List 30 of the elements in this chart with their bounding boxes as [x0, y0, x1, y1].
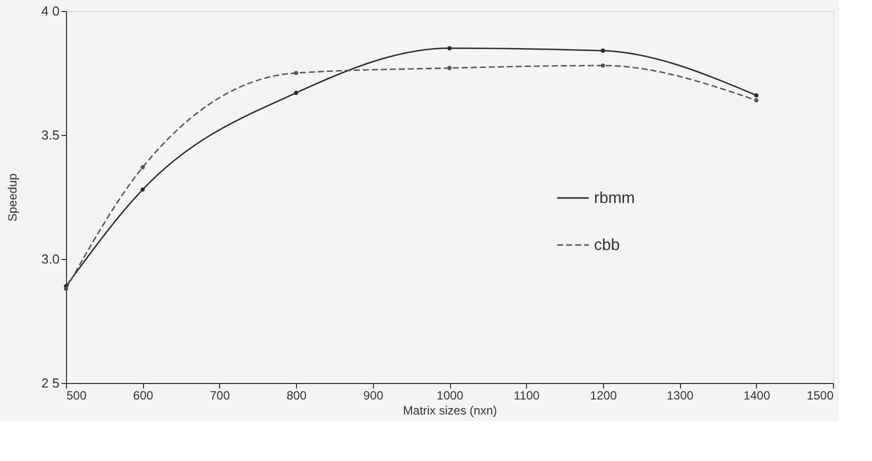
- point: [64, 286, 68, 291]
- x-tick-label: 1100: [514, 388, 540, 402]
- x-tick-label: 1400: [743, 388, 770, 402]
- x-tick-label: 1300: [666, 388, 694, 402]
- point: [754, 98, 758, 102]
- point: [294, 70, 298, 76]
- y-tick-label: 3.5: [41, 128, 60, 142]
- y-tick-label: 3.0: [41, 252, 60, 266]
- point: [754, 93, 758, 98]
- point: [294, 90, 298, 95]
- point: [600, 63, 606, 68]
- y-tick-label: 2 5: [41, 376, 60, 390]
- x-tick-label: 800: [286, 388, 307, 402]
- x-tick-label: 600: [133, 388, 154, 402]
- x-tick-label: 500: [66, 388, 87, 402]
- x-tick-label: 1500: [806, 388, 834, 402]
- legend-label: rbmm: [594, 190, 635, 207]
- x-axis-title: Matrix sizes (nxn): [402, 404, 498, 418]
- point: [140, 187, 145, 192]
- x-tick-label: 900: [363, 388, 384, 402]
- point: [600, 48, 606, 53]
- point: [447, 66, 452, 70]
- legend-label: cbb: [594, 237, 620, 254]
- x-tick-label: 1000: [436, 388, 464, 402]
- y-tick-label: 4 0: [41, 4, 60, 18]
- point: [447, 46, 452, 50]
- y-axis-title: Speedup: [5, 173, 20, 222]
- x-tick-label: 1200: [590, 388, 618, 402]
- x-tick-label: 700: [210, 388, 230, 402]
- point: [140, 165, 145, 170]
